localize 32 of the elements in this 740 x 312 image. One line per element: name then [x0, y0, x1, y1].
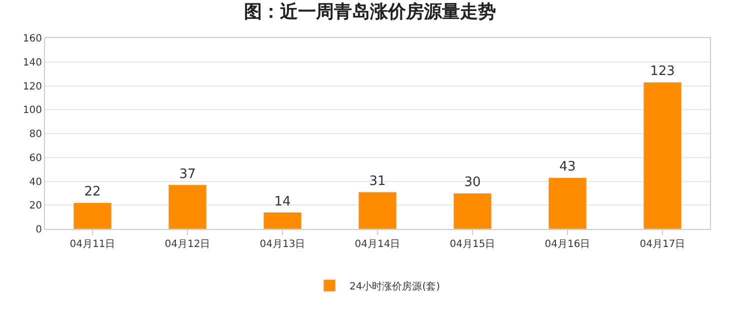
- y-tick-label: 100: [22, 105, 42, 116]
- bar: [548, 177, 587, 229]
- data-label: 14: [274, 194, 291, 210]
- bar: [453, 192, 492, 229]
- data-label: 31: [369, 174, 386, 189]
- x-tick-label: 04月13日: [260, 239, 306, 250]
- x-tick-label: 04月11日: [70, 239, 116, 250]
- bar: [168, 184, 207, 229]
- y-tick-label: 60: [29, 152, 42, 164]
- y-tick-label: 40: [29, 176, 42, 188]
- bar: [73, 202, 112, 229]
- x-tick-label: 04月17日: [640, 239, 686, 250]
- data-label: 37: [179, 166, 196, 182]
- bar: [358, 192, 397, 229]
- y-tick-label: 80: [29, 129, 42, 140]
- data-label: 30: [464, 175, 481, 190]
- x-tick-label: 04月14日: [354, 239, 400, 250]
- y-tick-label: 140: [22, 57, 42, 68]
- y-tick-label: 0: [36, 224, 42, 236]
- data-label: 43: [559, 160, 576, 175]
- x-tick-label: 04月16日: [544, 239, 590, 250]
- y-tick-label: 120: [22, 81, 42, 92]
- y-tick-label: 20: [29, 200, 42, 212]
- y-tick-label: 160: [22, 34, 42, 44]
- bar: [263, 212, 302, 229]
- bar: [643, 82, 682, 229]
- x-tick-label: 04月15日: [450, 239, 496, 250]
- chart-title: 图：近一周青岛涨价房源量走势: [244, 1, 496, 22]
- x-tick-label: 04月12日: [164, 239, 210, 250]
- legend-label: 24小时涨价房源(套): [350, 280, 440, 292]
- data-label: 22: [84, 184, 101, 200]
- data-label: 123: [650, 64, 675, 80]
